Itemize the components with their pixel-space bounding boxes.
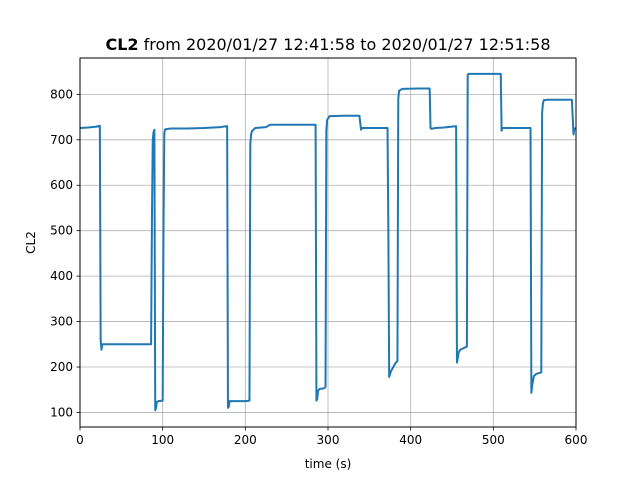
x-axis-ticks: 0 100 200 300 400 500 600 xyxy=(76,427,587,447)
x-tick-label: 600 xyxy=(565,433,588,447)
y-tick-label: 600 xyxy=(50,178,73,192)
y-tick-label: 500 xyxy=(50,224,73,238)
y-tick-label: 800 xyxy=(50,87,73,101)
y-tick-label: 700 xyxy=(50,133,73,147)
chart-title-rest: from 2020/01/27 12:41:58 to 2020/01/27 1… xyxy=(139,35,551,54)
y-tick-label: 300 xyxy=(50,315,73,329)
chart-title-bold: CL2 xyxy=(105,35,138,54)
y-axis-ticks: 100 200 300 400 500 600 700 800 xyxy=(50,87,80,419)
chart-title: CL2 from 2020/01/27 12:41:58 to 2020/01/… xyxy=(105,35,550,54)
y-tick-label: 200 xyxy=(50,360,73,374)
x-tick-label: 500 xyxy=(482,433,505,447)
x-tick-label: 0 xyxy=(76,433,84,447)
x-tick-label: 400 xyxy=(399,433,422,447)
x-tick-label: 200 xyxy=(234,433,257,447)
series-line xyxy=(79,72,576,412)
y-tick-label: 400 xyxy=(50,269,73,283)
y-axis-label: CL2 xyxy=(24,231,38,254)
x-axis-label: time (s) xyxy=(305,457,352,471)
series-layer xyxy=(79,72,576,412)
x-tick-label: 300 xyxy=(317,433,340,447)
x-tick-label: 100 xyxy=(151,433,174,447)
y-tick-label: 100 xyxy=(50,405,73,419)
